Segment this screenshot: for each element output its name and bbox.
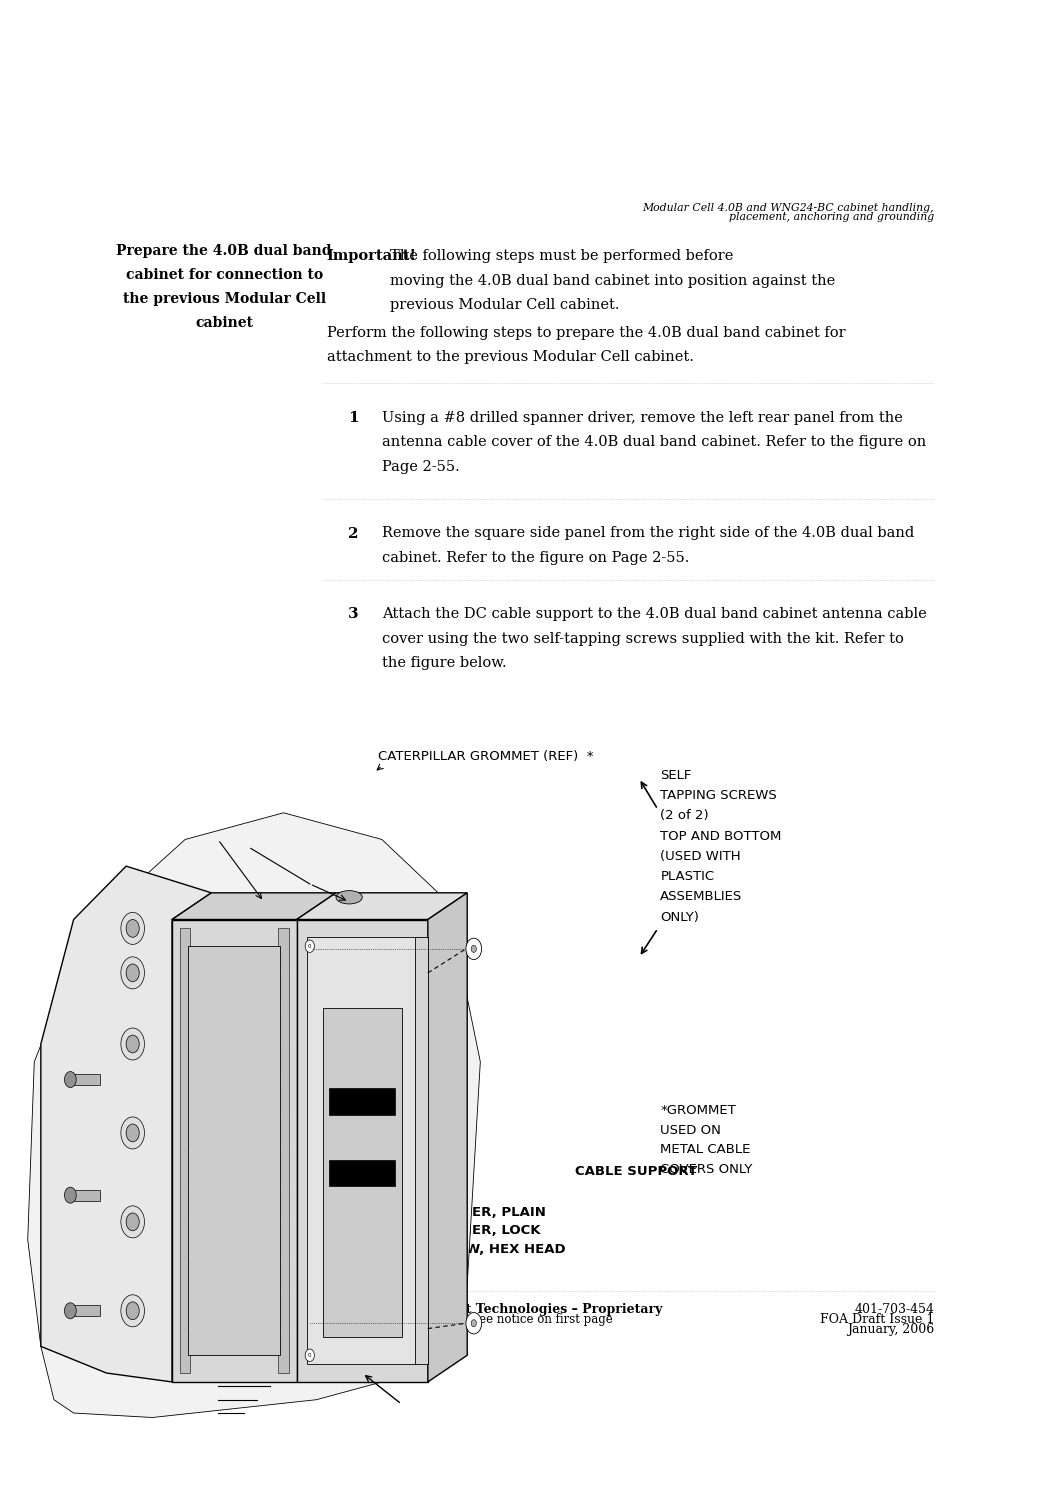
Polygon shape [172,892,336,920]
Text: ASSEMBLIES: ASSEMBLIES [660,891,743,903]
Polygon shape [74,1305,99,1316]
Text: Lucent Technologies – Proprietary: Lucent Technologies – Proprietary [422,1302,662,1316]
Text: cabinet for connection to: cabinet for connection to [126,268,323,282]
Text: SCREW, HEX HEAD: SCREW, HEX HEAD [427,1242,566,1256]
Circle shape [126,1302,140,1320]
Text: cabinet: cabinet [195,316,253,330]
Text: the previous Modular Cell: the previous Modular Cell [123,292,326,306]
Text: the figure below.: the figure below. [382,656,507,670]
Text: cover using the two self-tapping screws supplied with the kit. Refer to: cover using the two self-tapping screws … [382,632,905,645]
Text: 401-703-454: 401-703-454 [854,1302,934,1316]
Text: FOA Draft Issue 1: FOA Draft Issue 1 [820,1312,934,1326]
Text: 1: 1 [348,411,359,424]
Text: See notice on first page: See notice on first page [472,1312,613,1326]
Polygon shape [415,938,427,1364]
Ellipse shape [336,891,362,904]
Polygon shape [180,928,190,1372]
Polygon shape [296,920,427,1382]
Text: *GROMMET: *GROMMET [660,1104,736,1118]
Circle shape [471,945,476,952]
Polygon shape [307,938,418,1364]
Circle shape [126,964,140,982]
Text: 0: 0 [308,944,311,948]
Polygon shape [329,1160,395,1186]
Text: 3: 3 [348,608,359,621]
Polygon shape [172,920,296,1382]
Text: (USED WITH: (USED WITH [660,850,741,862]
Text: USED ON: USED ON [660,1124,722,1137]
Text: CABLE SUPPORT: CABLE SUPPORT [576,1166,697,1178]
Polygon shape [323,1008,402,1338]
Polygon shape [74,1190,99,1200]
Text: Prepare the 4.0B dual band: Prepare the 4.0B dual band [116,243,332,258]
Circle shape [121,1294,145,1328]
Text: Important!: Important! [327,249,417,264]
Text: TAPPING SCREWS: TAPPING SCREWS [660,789,777,802]
Circle shape [121,912,145,945]
Polygon shape [296,892,468,920]
Text: January, 2006: January, 2006 [846,1323,934,1336]
Polygon shape [41,865,212,1382]
Text: SELF: SELF [660,770,692,782]
Circle shape [121,1028,145,1060]
Text: cabinet. Refer to the figure on Page 2-55.: cabinet. Refer to the figure on Page 2-5… [382,550,690,566]
Text: METAL CABLE: METAL CABLE [660,1143,751,1156]
Text: Remove the square side panel from the right side of the 4.0B dual band: Remove the square side panel from the ri… [382,526,914,540]
Circle shape [126,1124,140,1142]
Circle shape [65,1304,76,1318]
Circle shape [305,1348,314,1362]
Text: PLASTIC: PLASTIC [660,870,714,883]
Text: Page 2-55.: Page 2-55. [382,459,460,474]
Circle shape [121,1118,145,1149]
Circle shape [305,940,314,952]
Circle shape [126,1214,140,1230]
Text: ONLY): ONLY) [660,910,699,924]
Circle shape [126,1035,140,1053]
Polygon shape [427,892,468,1382]
Text: 0: 0 [308,1353,311,1358]
Text: WASHER, LOCK: WASHER, LOCK [427,1224,541,1238]
Circle shape [126,920,140,938]
Text: attachment to the previous Modular Cell cabinet.: attachment to the previous Modular Cell … [327,350,693,364]
Circle shape [65,1186,76,1203]
Text: Modular Cell 4.0B and WNG24-BC cabinet handling,: Modular Cell 4.0B and WNG24-BC cabinet h… [642,202,934,213]
Text: (2 of 2): (2 of 2) [660,810,709,822]
Text: moving the 4.0B dual band cabinet into position against the: moving the 4.0B dual band cabinet into p… [389,273,835,288]
Text: Using a #8 drilled spanner driver, remove the left rear panel from the: Using a #8 drilled spanner driver, remov… [382,411,904,424]
Circle shape [65,1071,76,1088]
Circle shape [466,1312,481,1334]
Polygon shape [28,813,480,1418]
Text: COVERS ONLY: COVERS ONLY [660,1162,752,1176]
Circle shape [466,938,481,960]
Polygon shape [74,1074,99,1084]
Text: previous Modular Cell cabinet.: previous Modular Cell cabinet. [389,298,619,312]
Text: 2  -  5 4: 2 - 5 4 [148,1302,200,1316]
Text: CATERPILLAR GROMMET (REF)  *: CATERPILLAR GROMMET (REF) * [379,750,594,764]
Circle shape [471,1320,476,1328]
Text: Perform the following steps to prepare the 4.0B dual band cabinet for: Perform the following steps to prepare t… [327,326,845,339]
Polygon shape [188,946,280,1356]
Text: 2: 2 [348,526,359,540]
Circle shape [121,957,145,988]
Text: antenna cable cover of the 4.0B dual band cabinet. Refer to the figure on: antenna cable cover of the 4.0B dual ban… [382,435,927,450]
Polygon shape [329,1089,395,1114]
Circle shape [121,1206,145,1237]
Text: Attach the DC cable support to the 4.0B dual band cabinet antenna cable: Attach the DC cable support to the 4.0B … [382,608,927,621]
Text: TOP AND BOTTOM: TOP AND BOTTOM [660,830,782,843]
Polygon shape [278,928,289,1372]
Text: The following steps must be performed before: The following steps must be performed be… [389,249,733,264]
Text: placement, anchoring and grounding: placement, anchoring and grounding [729,211,934,222]
Text: WASHER, PLAIN: WASHER, PLAIN [427,1206,546,1218]
